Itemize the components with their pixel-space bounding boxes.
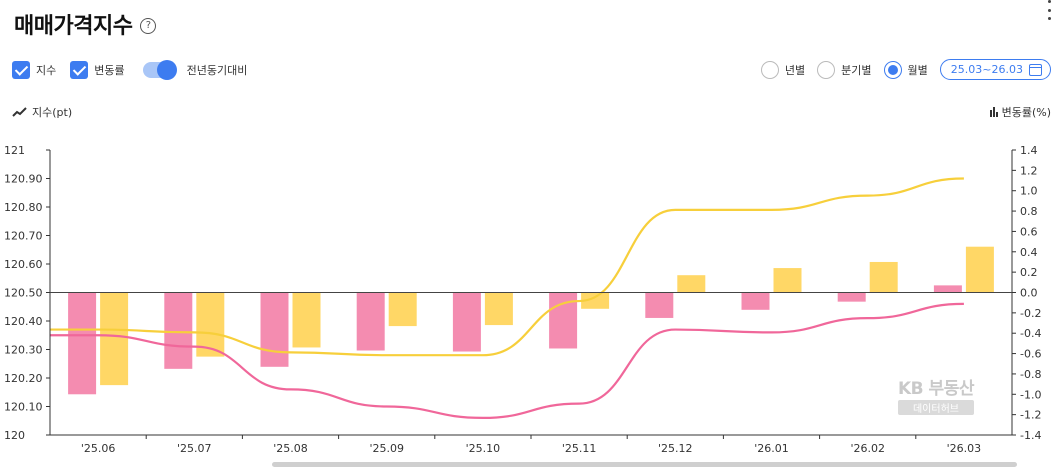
radio-yearly[interactable] — [760, 60, 779, 79]
x-tick-label: '26.02 — [850, 442, 885, 455]
x-tick-label: '25.07 — [177, 442, 212, 455]
left-axis-title-text: 지수(pt) — [32, 106, 73, 119]
bar — [773, 268, 802, 293]
y-right-tick-label: 0.0 — [1020, 287, 1038, 300]
y-left-tick-label: 120.20 — [4, 372, 43, 385]
series-line — [50, 302, 964, 420]
bar — [741, 292, 770, 310]
bar — [356, 292, 385, 351]
bar — [965, 246, 994, 293]
bar — [869, 261, 898, 293]
left-axis-title: 지수(pt) — [12, 104, 72, 120]
bar — [837, 292, 866, 302]
y-left-tick-label: 120.70 — [4, 230, 43, 243]
radio-yearly-label: 년별 — [784, 63, 806, 77]
radio-monthly[interactable] — [883, 60, 902, 79]
y-left-tick-label: 120.30 — [4, 344, 43, 357]
y-right-tick-label: -1.2 — [1020, 409, 1041, 422]
x-tick-label: '25.06 — [81, 442, 116, 455]
calendar-icon — [1029, 63, 1042, 76]
bar-chart-icon — [989, 107, 998, 117]
radio-quarterly[interactable] — [817, 60, 836, 79]
bar — [292, 292, 321, 348]
radio-quarterly-label: 분기별 — [841, 63, 872, 77]
period-selector: 년별 분기별 월별 25.03~26.03 — [760, 59, 1051, 80]
watermark-main: KB 부동산 — [898, 379, 974, 399]
right-axis-title: 변동률(%) — [989, 104, 1051, 120]
bar — [677, 275, 706, 293]
y-left-tick-label: 120.10 — [4, 401, 43, 414]
x-tick-label: '26.01 — [754, 442, 789, 455]
x-tick-label: '25.10 — [466, 442, 501, 455]
bar — [388, 292, 417, 327]
y-right-tick-label: -0.8 — [1020, 368, 1041, 381]
index-checkbox[interactable] — [12, 61, 30, 79]
y-right-tick-label: -1.4 — [1020, 429, 1041, 442]
y-left-tick-label: 120.60 — [4, 258, 43, 271]
series-options: 지수 변동률 전년동기대비 — [12, 60, 255, 80]
bar — [68, 292, 97, 395]
bar — [452, 292, 481, 352]
y-left-tick-label: 120 — [4, 429, 25, 442]
y-right-tick-label: 1.2 — [1020, 164, 1038, 177]
y-right-tick-label: 0.8 — [1020, 205, 1038, 218]
y-right-tick-label: 0.2 — [1020, 266, 1038, 279]
index-checkbox-label: 지수 — [36, 64, 57, 77]
y-left-tick-label: 120.90 — [4, 173, 43, 186]
watermark: KB 부동산 데이터허브 — [898, 374, 974, 415]
bar — [100, 292, 129, 386]
y-left-tick-label: 120.50 — [4, 287, 43, 300]
bar — [164, 292, 193, 369]
bar — [260, 292, 289, 367]
bar — [484, 292, 513, 326]
x-tick-label: '26.03 — [947, 442, 982, 455]
x-tick-label: '25.12 — [658, 442, 693, 455]
x-tick-label: '25.09 — [369, 442, 404, 455]
y-right-tick-label: 0.6 — [1020, 225, 1038, 238]
x-tick-label: '25.08 — [273, 442, 308, 455]
yoy-toggle[interactable] — [142, 60, 177, 80]
more-vertical-icon[interactable] — [1045, 0, 1053, 20]
bar — [933, 285, 962, 293]
series-line — [50, 177, 964, 357]
y-left-tick-label: 120.80 — [4, 201, 43, 214]
bar — [581, 292, 610, 309]
y-left-tick-label: 120.40 — [4, 315, 43, 328]
x-tick-label: '25.11 — [562, 442, 597, 455]
y-right-tick-label: -1.0 — [1020, 388, 1041, 401]
radio-monthly-label: 월별 — [907, 63, 928, 77]
date-range-button[interactable]: 25.03~26.03 — [939, 59, 1051, 80]
chart-scrollbar[interactable] — [272, 462, 1017, 467]
y-right-tick-label: -0.2 — [1020, 307, 1041, 320]
help-circle-icon[interactable]: ? — [140, 17, 157, 34]
yoy-toggle-label: 전년동기대비 — [186, 64, 248, 77]
y-right-tick-label: 1.4 — [1020, 144, 1038, 157]
page-title: 매매가격지수 — [14, 14, 133, 39]
bar — [645, 292, 674, 318]
y-left-tick-label: 121 — [4, 144, 25, 157]
right-axis-title-text: 변동률(%) — [1001, 106, 1051, 119]
y-right-tick-label: 0.4 — [1020, 246, 1038, 259]
y-right-tick-label: -0.4 — [1020, 327, 1041, 340]
trend-line-icon — [12, 107, 27, 117]
change-checkbox[interactable] — [70, 61, 89, 79]
change-checkbox-label: 변동률 — [94, 64, 125, 77]
header: 매매가격지수 ? — [14, 8, 157, 40]
date-range-label: 25.03~26.03 — [950, 63, 1023, 76]
y-right-tick-label: 1.0 — [1020, 185, 1038, 198]
y-right-tick-label: -0.6 — [1020, 348, 1041, 361]
watermark-sub: 데이터허브 — [898, 400, 974, 415]
